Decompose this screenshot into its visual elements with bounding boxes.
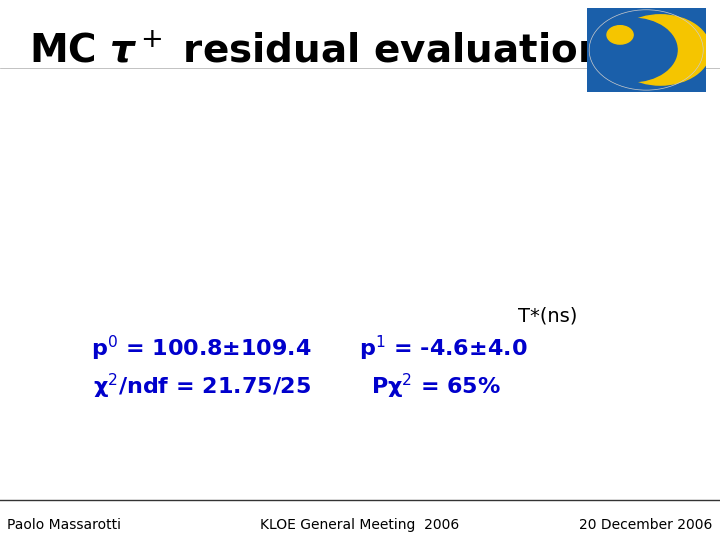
Text: p$^1$ = -4.6±4.0: p$^1$ = -4.6±4.0 [359,334,527,363]
Text: T*(ns): T*(ns) [518,306,577,326]
Text: Paolo Massarotti: Paolo Massarotti [7,518,121,532]
Circle shape [611,15,711,85]
Text: KLOE General Meeting  2006: KLOE General Meeting 2006 [261,518,459,532]
Text: MC $\boldsymbol{\tau}^+$ residual evaluation: MC $\boldsymbol{\tau}^+$ residual evalua… [29,32,604,70]
Text: χ$^2$/ndf = 21.75/25: χ$^2$/ndf = 21.75/25 [93,372,310,401]
Text: p$^0$ = 100.8±109.4: p$^0$ = 100.8±109.4 [91,334,312,363]
Circle shape [649,51,667,63]
Circle shape [607,26,633,44]
Text: Pχ$^2$ = 65%: Pχ$^2$ = 65% [371,372,500,401]
Text: 20 December 2006: 20 December 2006 [580,518,713,532]
Circle shape [587,18,677,82]
